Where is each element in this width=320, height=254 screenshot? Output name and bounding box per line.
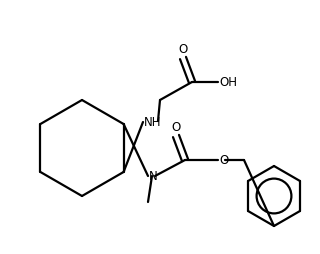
- Text: O: O: [178, 43, 188, 56]
- Text: N: N: [149, 169, 158, 183]
- Text: NH: NH: [144, 116, 162, 129]
- Text: O: O: [219, 153, 228, 167]
- Text: OH: OH: [219, 75, 237, 88]
- Text: O: O: [172, 121, 180, 134]
